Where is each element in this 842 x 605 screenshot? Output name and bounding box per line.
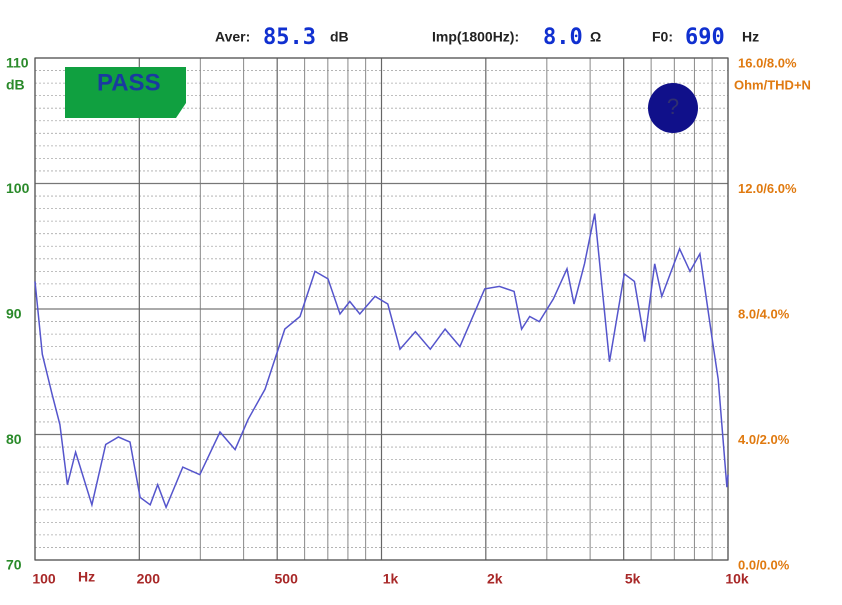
y-tick-label: 80 — [6, 431, 22, 447]
y-axis-label: dB — [6, 77, 25, 93]
x-tick-label: 500 — [275, 571, 299, 587]
pass-text: PASS — [97, 69, 161, 96]
x-tick-label: 200 — [137, 571, 161, 587]
readout-label: Imp(1800Hz): — [432, 29, 519, 45]
readout-label: F0: — [652, 29, 673, 45]
y2-axis-label: Ohm/THD+N — [734, 77, 811, 92]
y-tick-label: 90 — [6, 306, 22, 322]
response-line — [34, 213, 729, 510]
x-tick-label: 2k — [487, 571, 503, 587]
readout-value: 8.0 — [543, 25, 583, 50]
y2-tick-label: 0.0/0.0% — [738, 557, 790, 572]
help-icon — [648, 83, 698, 133]
readout-label: Aver: — [215, 29, 250, 45]
readout-unit: Hz — [742, 29, 759, 45]
x-tick-label: 10k — [725, 571, 749, 587]
y2-tick-label: 16.0/8.0% — [738, 55, 797, 70]
help-text: ? — [667, 94, 679, 119]
readout-value: 85.3 — [263, 25, 316, 50]
y2-tick-label: 8.0/4.0% — [738, 306, 790, 321]
y2-tick-label: 12.0/6.0% — [738, 181, 797, 196]
y-tick-label: 70 — [6, 557, 22, 573]
x-tick-label: 1k — [383, 571, 399, 587]
readout-unit: dB — [330, 29, 349, 45]
x-tick-label: 5k — [625, 571, 641, 587]
pass-badge — [65, 67, 186, 118]
y-tick-label: 110 — [6, 55, 29, 71]
readout-unit: Ω — [590, 29, 601, 45]
readout-value: 690 — [685, 25, 725, 50]
y-tick-label: 100 — [6, 180, 30, 196]
x-tick-label: 100 — [32, 571, 56, 587]
plot-frame — [34, 57, 729, 561]
y2-tick-label: 4.0/2.0% — [738, 432, 790, 447]
x-axis-label: Hz — [78, 569, 95, 585]
